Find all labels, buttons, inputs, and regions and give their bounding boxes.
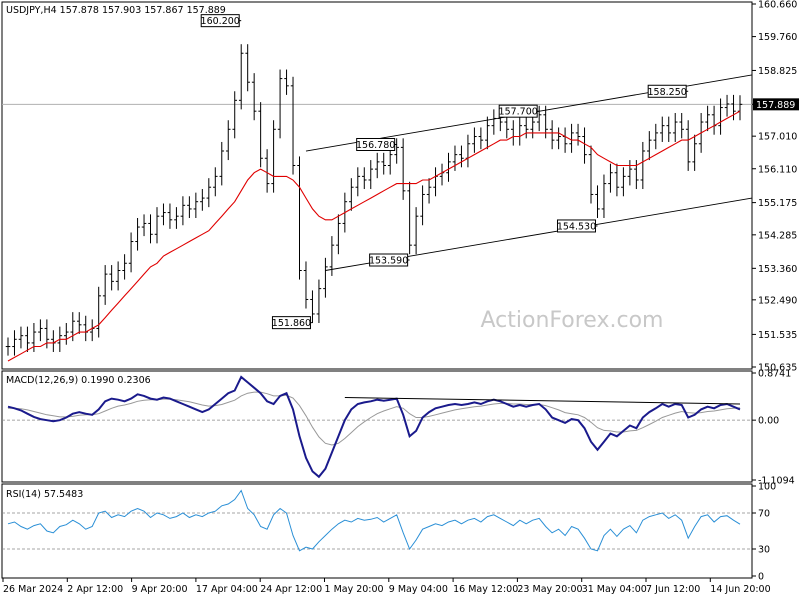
watermark-text: ActionForex.com bbox=[481, 308, 664, 333]
time-tick-label: 9 May 04:00 bbox=[389, 584, 448, 595]
rsi-tick-label: 30 bbox=[758, 545, 770, 556]
annotation-box bbox=[271, 316, 311, 330]
time-tick-label: 2 Apr 12:00 bbox=[67, 584, 123, 595]
time-tick-label: 1 May 20:00 bbox=[325, 584, 384, 595]
price-tick-label: 150.635 bbox=[758, 363, 797, 374]
macd-tick-label: -1.1094 bbox=[758, 476, 795, 487]
price-tick-label: 157.010 bbox=[758, 132, 797, 143]
macd-tick-label: 0.00 bbox=[758, 416, 779, 427]
macd-panel-frame bbox=[1, 370, 753, 483]
macd-indicator: 0.8741 0.00 -1.1094 bbox=[2, 369, 795, 487]
price-tick-label: 160.660 bbox=[758, 0, 797, 11]
price-tick-label: 154.285 bbox=[758, 230, 797, 241]
annotation-label: 160.200 bbox=[201, 16, 240, 27]
moving-average-path bbox=[7, 110, 741, 362]
rsi-indicator: 100 70 30 0 bbox=[2, 482, 776, 583]
time-tick-label: 16 May 12:00 bbox=[453, 584, 518, 595]
price-tick-label: 159.760 bbox=[758, 32, 797, 43]
time-tick-label: 23 May 20:00 bbox=[517, 584, 582, 595]
price-axis-ticks: 160.660159.760158.825157.890157.010156.1… bbox=[752, 0, 797, 374]
macd-main-line bbox=[7, 375, 741, 479]
macd-signal-line bbox=[8, 391, 741, 446]
annotation-label: 157.700 bbox=[499, 107, 538, 118]
time-tick-label: 24 Apr 12:00 bbox=[260, 584, 322, 595]
price-tick-label: 158.825 bbox=[758, 66, 797, 77]
annotation-box bbox=[369, 253, 409, 267]
price-tick-label: 151.535 bbox=[758, 330, 797, 341]
annotation-box bbox=[647, 84, 687, 98]
price-annotations: 160.200 151.860 156.780 153.590 157.700 154.5… bbox=[200, 14, 689, 330]
rsi-tick-label: 100 bbox=[758, 482, 776, 493]
current-price-label: 157.889 bbox=[756, 100, 795, 111]
time-tick-label: 17 Apr 04:00 bbox=[196, 584, 258, 595]
annotation-box bbox=[556, 219, 596, 233]
rsi-panel-frame bbox=[1, 483, 753, 579]
annotation-label: 156.780 bbox=[356, 140, 395, 151]
annotation-box bbox=[200, 14, 240, 28]
time-tick-label: 7 Jun 12:00 bbox=[646, 584, 700, 595]
price-tick-label: 156.110 bbox=[758, 164, 797, 175]
rsi-line bbox=[7, 489, 741, 552]
time-axis-ticks: 26 Mar 2024 2 Apr 12:00 9 Apr 20:00 17 Apr … bbox=[2, 578, 771, 595]
annotation-label: 154.530 bbox=[557, 221, 596, 232]
macd-tick-label: 0.8741 bbox=[758, 369, 791, 380]
annotation-label: 151.860 bbox=[272, 318, 311, 329]
time-tick-label: 26 Mar 2024 bbox=[3, 584, 63, 595]
rsi-tick-label: 70 bbox=[758, 509, 770, 520]
current-price-line: 157.889 bbox=[2, 98, 799, 111]
annotation-box bbox=[498, 104, 538, 118]
macd-header-label: MACD(12,26,9) 0.1990 0.2306 bbox=[6, 375, 151, 386]
current-price-box bbox=[753, 98, 799, 111]
time-tick-label: 9 Apr 20:00 bbox=[132, 584, 188, 595]
price-tick-label: 152.490 bbox=[758, 295, 797, 306]
moving-average-line bbox=[7, 110, 741, 362]
macd-trendline bbox=[344, 396, 741, 405]
annotation-box bbox=[356, 137, 396, 151]
time-tick-label: 14 Jun 20:00 bbox=[710, 584, 770, 595]
price-tick-label: 153.360 bbox=[758, 264, 797, 275]
annotation-label: 158.250 bbox=[648, 87, 687, 98]
time-tick-label: 31 May 04:00 bbox=[582, 584, 647, 595]
price-series bbox=[5, 44, 743, 356]
price-tick-label: 155.175 bbox=[758, 198, 797, 209]
rsi-tick-label: 0 bbox=[758, 572, 764, 583]
annotation-label: 153.590 bbox=[369, 256, 408, 267]
rsi-header-label: RSI(14) 57.5483 bbox=[6, 489, 83, 500]
chart-header-label: USDJPY,H4 157.878 157.903 157.867 157.88… bbox=[6, 5, 226, 16]
price-panel-frame bbox=[1, 1, 753, 370]
